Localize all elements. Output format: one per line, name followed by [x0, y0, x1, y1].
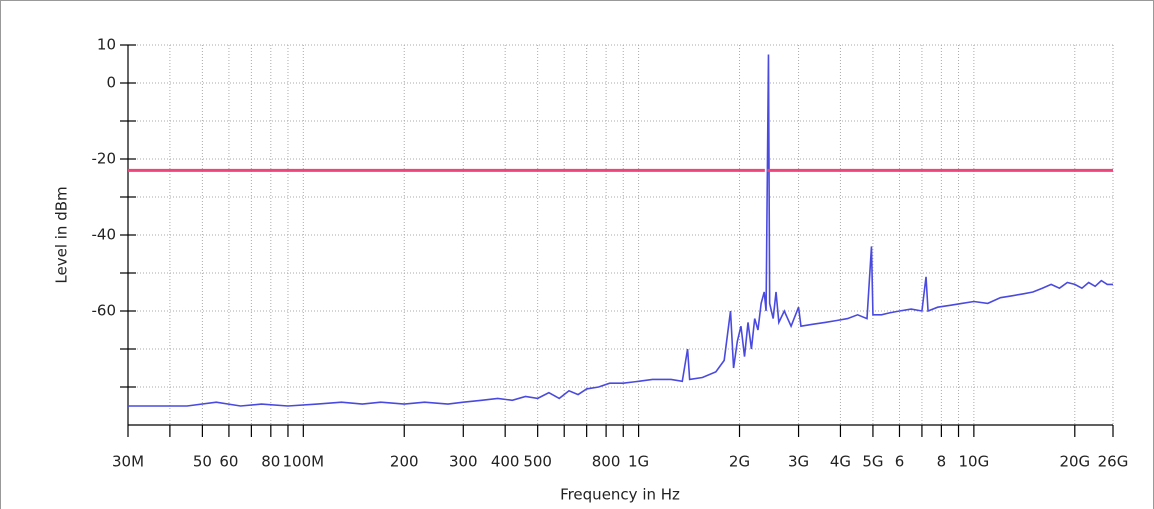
x-tick-label: 6: [895, 453, 905, 471]
x-tick-label: 2G: [729, 453, 750, 471]
y-tick-label: -40: [92, 226, 117, 244]
x-tick-label: 300: [449, 453, 478, 471]
x-tick-label: 50: [193, 453, 212, 471]
x-axis-label: Frequency in Hz: [560, 486, 680, 504]
x-tick-label: 5G: [862, 453, 883, 471]
x-tick-label: 800: [592, 453, 621, 471]
x-tick-label: 10G: [959, 453, 990, 471]
x-tick-label: 8: [937, 453, 947, 471]
x-tick-label: 60: [219, 453, 238, 471]
x-tick-label: 26G: [1098, 453, 1129, 471]
x-tick-label: 100M: [283, 453, 325, 471]
y-tick-label: 0: [106, 74, 116, 92]
line-series: [128, 54, 1113, 407]
x-tick-label: 200: [390, 453, 419, 471]
y-tick-label: -60: [92, 302, 117, 320]
x-tick-label: 400: [491, 453, 520, 471]
x-tick-label: 3G: [788, 453, 809, 471]
y-tick-label: 10: [97, 36, 116, 54]
x-tick-label: 20G: [1059, 453, 1090, 471]
x-tick-label: 30M: [112, 453, 144, 471]
x-tick-label: 1G: [628, 453, 649, 471]
x-tick-label: 80: [261, 453, 280, 471]
x-tick-label: 500: [523, 453, 552, 471]
x-tick-label: 4G: [830, 453, 851, 471]
y-axis-label: Level in dBm: [53, 186, 71, 283]
y-tick-label: -20: [92, 150, 117, 168]
